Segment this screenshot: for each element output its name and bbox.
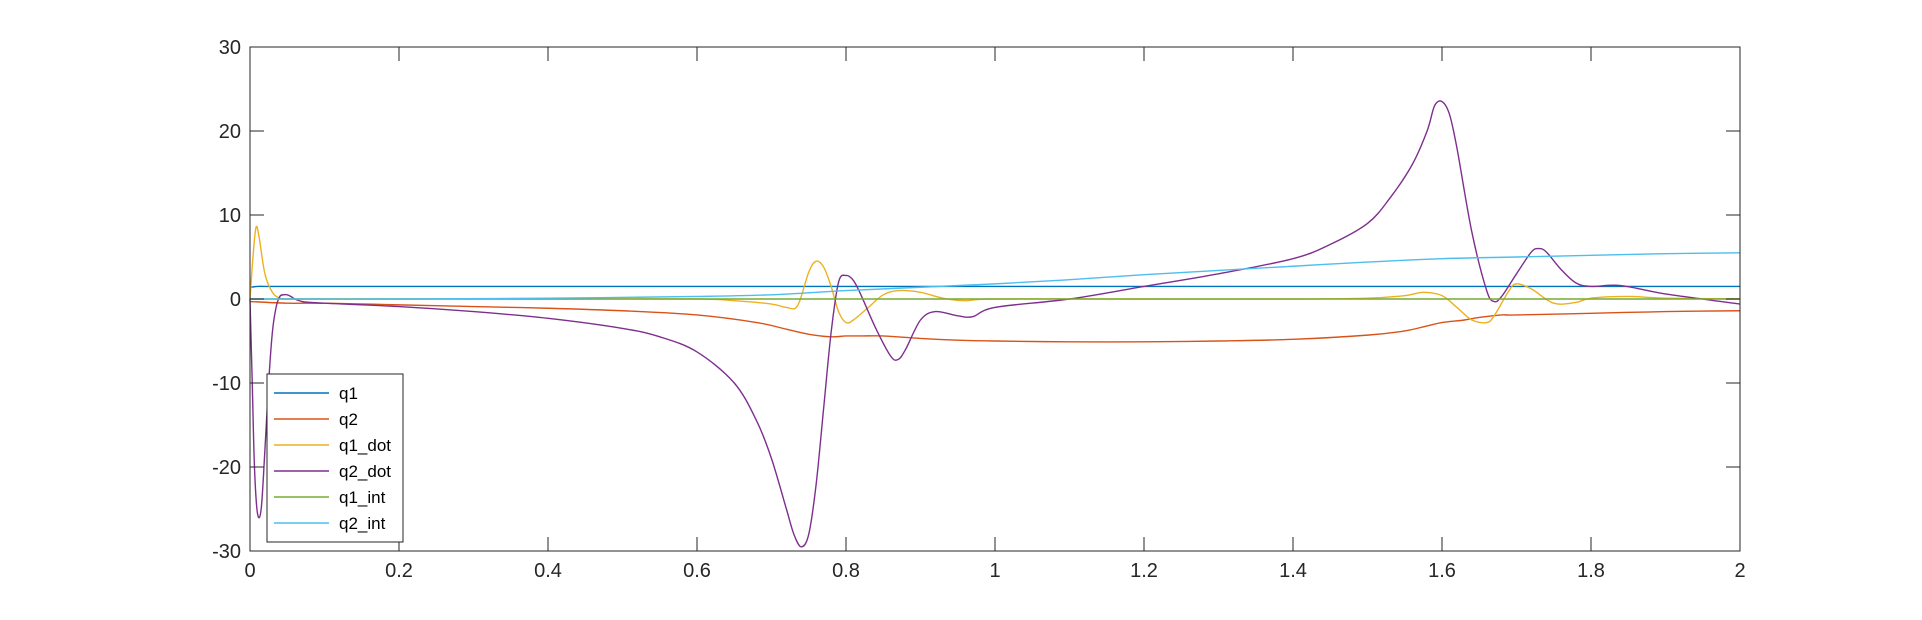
legend-label-q2-dot: q2_dot [339, 462, 391, 481]
x-tick-label: 0.8 [832, 560, 860, 582]
legend: q1 q2 q1_dot q2_dot q1_int q2_int [266, 373, 404, 543]
x-tick-label: 0 [244, 560, 255, 582]
series-line-q1 [249, 285, 1740, 288]
y-tick-label: 30 [219, 37, 241, 59]
ticks-layer: 0 0.2 0.4 0.6 0.8 1 1.2 1.4 1.6 1.8 2 -30 -20 -10 0 10 2… [212, 37, 1745, 582]
legend-label-q1-dot: q1_dot [339, 436, 391, 455]
x-tick-label: 2 [1734, 560, 1745, 582]
y-tick-label: -20 [212, 457, 241, 479]
series-line-q2 [249, 300, 1741, 343]
x-tick-label: 1.8 [1577, 560, 1605, 582]
x-tick-label: 1.4 [1279, 560, 1307, 582]
x-tick-label: 1 [989, 560, 1000, 582]
legend-box [266, 373, 404, 543]
x-tick-label: 0.6 [683, 560, 711, 582]
series-layer [249, 100, 1741, 548]
series-line-q2-int [250, 252, 1741, 300]
y-tick-label: -30 [212, 541, 241, 563]
x-tick-label: 1.2 [1130, 560, 1158, 582]
legend-label-q2-int: q2_int [339, 514, 386, 533]
x-tick-label: 0.2 [385, 560, 413, 582]
y-tick-label: 10 [219, 205, 241, 227]
x-tick-label: 0.4 [534, 560, 562, 582]
series-line-q2-dot [249, 100, 1741, 548]
legend-label-q1-int: q1_int [339, 488, 386, 507]
y-tick-label: 20 [219, 121, 241, 143]
legend-label-q2: q2 [339, 410, 358, 429]
y-tick-label: 0 [230, 289, 241, 311]
legend-label-q1: q1 [339, 384, 358, 403]
x-tick-label: 1.6 [1428, 560, 1456, 582]
y-tick-label: -10 [212, 373, 241, 395]
